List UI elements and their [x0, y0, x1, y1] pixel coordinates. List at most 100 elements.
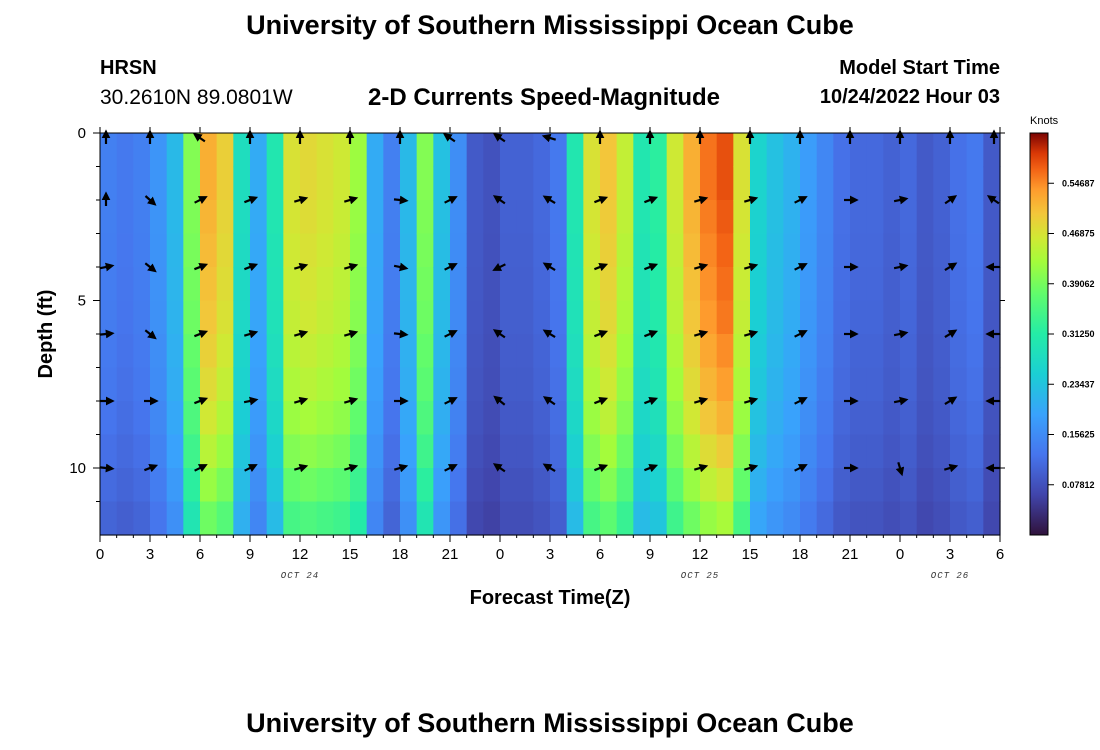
heat-cell: [850, 233, 868, 268]
heat-cell: [233, 133, 251, 168]
heat-cell: [416, 401, 434, 436]
heat-cell: [966, 200, 984, 235]
heat-cell: [966, 468, 984, 503]
heat-cell: [133, 367, 151, 402]
heat-cell: [483, 200, 501, 235]
heat-cell: [300, 133, 318, 168]
current-arrow: [393, 195, 409, 205]
heat-cell: [200, 468, 218, 503]
heat-cell: [116, 367, 134, 402]
heat-cell: [700, 434, 718, 469]
heat-cell: [166, 233, 184, 268]
heat-cell: [250, 267, 268, 302]
heat-cell: [683, 468, 701, 503]
heat-cell: [366, 233, 384, 268]
heat-cell: [683, 434, 701, 469]
heat-cell: [883, 300, 901, 335]
current-arrow: [293, 195, 309, 205]
heat-cell: [666, 233, 684, 268]
heat-cell: [500, 334, 518, 369]
heat-cell: [466, 166, 484, 201]
heat-cell: [550, 133, 568, 168]
heat-cell: [900, 501, 918, 536]
heat-cell: [950, 200, 968, 235]
heat-cell: [866, 434, 884, 469]
heat-cell: [800, 367, 818, 402]
heat-cell: [816, 501, 834, 536]
heat-cell: [950, 233, 968, 268]
colorbar-tick-label: 0.54687: [1062, 178, 1095, 188]
heat-cell: [950, 468, 968, 503]
heat-cell: [550, 367, 568, 402]
heat-cell: [850, 468, 868, 503]
heat-cell: [683, 166, 701, 201]
heat-cell: [550, 468, 568, 503]
current-arrow: [243, 329, 259, 339]
heat-cell: [600, 133, 618, 168]
heat-cell: [766, 267, 784, 302]
y-axis: 0 5 10: [69, 125, 1005, 502]
current-arrow: [893, 262, 909, 272]
current-arrow: [343, 463, 359, 473]
heat-cell: [166, 133, 184, 168]
model-start-value: 10/24/2022 Hour 03: [819, 86, 1000, 108]
heat-cell: [383, 501, 401, 536]
current-arrow: [99, 329, 115, 339]
current-arrow: [693, 262, 709, 272]
current-arrow: [99, 463, 115, 473]
colorbar-tick-label: 0.46875: [1062, 229, 1095, 239]
heat-cell: [616, 267, 634, 302]
heat-cell: [916, 501, 934, 536]
heat-cell: [933, 501, 951, 536]
current-arrow: [944, 195, 958, 205]
heat-cell: [633, 468, 651, 503]
heat-cell: [783, 133, 801, 168]
heat-cell: [333, 267, 351, 302]
heat-cell: [833, 367, 851, 402]
heat-cell: [716, 501, 734, 536]
heat-cell: [416, 200, 434, 235]
heat-cell: [666, 334, 684, 369]
heat-cell: [866, 468, 884, 503]
heat-cell: [533, 434, 551, 469]
heat-cell: [266, 233, 284, 268]
heat-cell: [433, 401, 451, 436]
heat-cell: [316, 334, 334, 369]
heat-cell: [250, 334, 268, 369]
heat-cell: [266, 267, 284, 302]
x-tick-label: 18: [792, 546, 809, 563]
heat-cell: [116, 200, 134, 235]
colorbar-tick-label: 0.39062: [1062, 279, 1095, 289]
heat-cell: [733, 133, 751, 168]
heat-cell: [950, 401, 968, 436]
heat-cell: [800, 166, 818, 201]
heat-cell: [950, 434, 968, 469]
current-arrow: [144, 195, 157, 206]
heat-cell: [300, 401, 318, 436]
heat-cell: [400, 300, 418, 335]
current-arrow: [293, 396, 309, 406]
heat-cell: [966, 501, 984, 536]
heat-cell: [566, 334, 584, 369]
heat-cell: [166, 367, 184, 402]
heat-cell: [383, 434, 401, 469]
heat-cell: [333, 233, 351, 268]
heat-cell: [716, 334, 734, 369]
heat-cell: [300, 300, 318, 335]
heat-cell: [316, 133, 334, 168]
heat-cell: [616, 200, 634, 235]
heat-cell: [450, 434, 468, 469]
heat-cell: [916, 334, 934, 369]
heat-cell: [150, 300, 168, 335]
heat-cell: [450, 501, 468, 536]
heat-cell: [950, 133, 968, 168]
heat-cell: [850, 434, 868, 469]
heat-cell: [350, 334, 368, 369]
heat-cell: [750, 300, 768, 335]
heat-cell: [383, 334, 401, 369]
heat-cell: [650, 233, 668, 268]
heat-cell: [900, 200, 918, 235]
heat-cell: [850, 501, 868, 536]
heat-cell: [633, 401, 651, 436]
heat-cell: [516, 133, 534, 168]
